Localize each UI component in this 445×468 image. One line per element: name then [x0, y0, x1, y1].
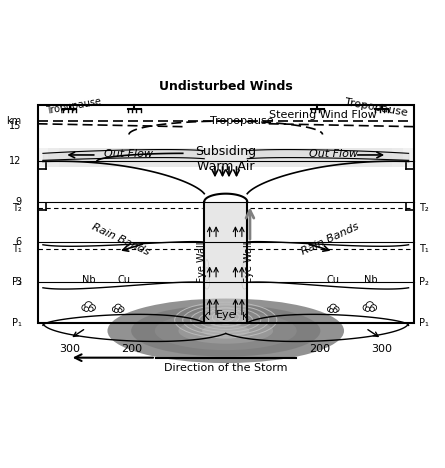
Text: P₁: P₁	[419, 318, 429, 328]
Text: 3: 3	[15, 278, 21, 287]
Bar	[204, 202, 247, 323]
Ellipse shape	[155, 311, 297, 350]
Bar	[59, 148, 392, 167]
Text: Cu: Cu	[117, 275, 130, 285]
Ellipse shape	[202, 324, 249, 337]
Text: Rain Bands: Rain Bands	[300, 221, 361, 257]
Text: Nb: Nb	[364, 275, 378, 285]
Text: 300: 300	[59, 344, 80, 353]
Circle shape	[363, 305, 369, 311]
Text: Out Flow: Out Flow	[105, 149, 154, 160]
Circle shape	[82, 305, 88, 311]
Circle shape	[114, 308, 118, 313]
Circle shape	[85, 302, 93, 309]
Text: 300: 300	[371, 344, 392, 353]
Text: K: K	[202, 312, 209, 322]
Text: Out Flow: Out Flow	[309, 149, 358, 160]
Ellipse shape	[178, 318, 273, 344]
Ellipse shape	[107, 299, 344, 363]
Text: Direction of the Storm: Direction of the Storm	[164, 363, 287, 373]
Bar	[37, 148, 414, 167]
Text: T₂: T₂	[419, 204, 429, 213]
Circle shape	[118, 308, 122, 313]
Text: Eye Wall: Eye Wall	[197, 241, 207, 283]
Text: Eye: Eye	[215, 310, 236, 320]
Text: Cu: Cu	[327, 275, 340, 285]
Circle shape	[333, 308, 337, 313]
Text: Steering Wind Flow: Steering Wind Flow	[269, 110, 376, 120]
Text: Tropopause: Tropopause	[46, 96, 102, 116]
Text: T₁: T₁	[12, 244, 21, 254]
Bar	[204, 202, 247, 323]
Text: 6: 6	[15, 237, 21, 247]
Text: T₁: T₁	[419, 244, 429, 254]
Circle shape	[366, 302, 374, 309]
Text: 200: 200	[121, 344, 142, 353]
Text: Rain Bands: Rain Bands	[90, 221, 151, 257]
Text: 200: 200	[309, 344, 330, 353]
Circle shape	[330, 304, 336, 311]
Circle shape	[89, 307, 93, 311]
Bar	[37, 105, 414, 323]
Text: 9: 9	[15, 197, 21, 207]
Text: K: K	[243, 312, 249, 322]
Text: Tropopause: Tropopause	[210, 116, 273, 126]
Text: 12: 12	[9, 156, 21, 167]
Text: km: km	[6, 116, 21, 126]
Circle shape	[370, 307, 374, 311]
Circle shape	[329, 308, 333, 313]
Text: T₂: T₂	[12, 204, 21, 213]
Circle shape	[119, 307, 124, 312]
Bar	[49, 148, 403, 167]
Text: Subsiding
Warm Air: Subsiding Warm Air	[195, 145, 256, 173]
Text: 15: 15	[9, 122, 21, 132]
Text: P₂: P₂	[12, 278, 21, 287]
Circle shape	[365, 307, 370, 311]
Text: Tropopause: Tropopause	[344, 97, 409, 118]
Circle shape	[371, 305, 376, 311]
Text: Nb: Nb	[82, 275, 95, 285]
Circle shape	[113, 307, 117, 312]
Circle shape	[89, 305, 95, 311]
Circle shape	[334, 307, 339, 312]
Text: P₁: P₁	[12, 318, 21, 328]
Ellipse shape	[131, 305, 320, 357]
Text: P₂: P₂	[419, 278, 429, 287]
Circle shape	[115, 304, 121, 311]
Text: Eye Wall: Eye Wall	[244, 241, 255, 283]
Circle shape	[328, 307, 333, 312]
Circle shape	[84, 307, 89, 311]
Text: Undisturbed Winds: Undisturbed Winds	[159, 80, 293, 93]
